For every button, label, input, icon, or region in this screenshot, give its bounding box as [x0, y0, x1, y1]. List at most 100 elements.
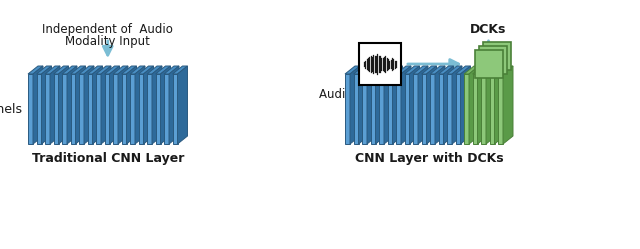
- Polygon shape: [396, 74, 401, 144]
- Polygon shape: [79, 66, 94, 74]
- Polygon shape: [447, 74, 452, 144]
- Polygon shape: [28, 74, 33, 144]
- Polygon shape: [362, 74, 367, 144]
- Polygon shape: [404, 66, 419, 74]
- FancyBboxPatch shape: [479, 46, 506, 74]
- Polygon shape: [45, 74, 50, 144]
- Polygon shape: [135, 66, 145, 144]
- Polygon shape: [464, 66, 479, 74]
- Text: DCKs: DCKs: [470, 23, 507, 36]
- Polygon shape: [76, 66, 86, 144]
- Polygon shape: [96, 74, 101, 144]
- Polygon shape: [438, 74, 444, 144]
- Text: kernels: kernels: [0, 103, 23, 116]
- Polygon shape: [358, 66, 369, 144]
- Polygon shape: [161, 66, 170, 144]
- Text: CNN Layer with DCKs: CNN Layer with DCKs: [355, 152, 503, 165]
- Polygon shape: [413, 74, 418, 144]
- Polygon shape: [88, 74, 93, 144]
- Polygon shape: [33, 66, 43, 144]
- Polygon shape: [164, 74, 169, 144]
- Polygon shape: [396, 66, 411, 74]
- Polygon shape: [127, 66, 136, 144]
- Polygon shape: [138, 74, 143, 144]
- Polygon shape: [379, 74, 384, 144]
- Polygon shape: [353, 74, 358, 144]
- FancyBboxPatch shape: [359, 43, 401, 85]
- Polygon shape: [367, 66, 377, 144]
- Polygon shape: [147, 66, 162, 74]
- Polygon shape: [62, 74, 67, 144]
- Polygon shape: [84, 66, 94, 144]
- Polygon shape: [392, 66, 403, 144]
- Polygon shape: [452, 66, 462, 144]
- Polygon shape: [472, 74, 477, 144]
- Polygon shape: [498, 66, 513, 74]
- Polygon shape: [387, 74, 392, 144]
- Polygon shape: [152, 66, 162, 144]
- Polygon shape: [461, 66, 470, 144]
- Polygon shape: [464, 74, 469, 144]
- Polygon shape: [477, 66, 488, 144]
- Polygon shape: [122, 74, 127, 144]
- Polygon shape: [104, 74, 109, 144]
- Polygon shape: [413, 66, 428, 74]
- Polygon shape: [54, 66, 68, 74]
- Polygon shape: [422, 74, 426, 144]
- Polygon shape: [118, 66, 128, 144]
- Polygon shape: [36, 66, 51, 74]
- Polygon shape: [28, 66, 43, 74]
- Polygon shape: [379, 66, 394, 74]
- Polygon shape: [70, 74, 76, 144]
- Polygon shape: [490, 74, 495, 144]
- Polygon shape: [430, 74, 435, 144]
- Polygon shape: [130, 66, 145, 74]
- Polygon shape: [42, 66, 51, 144]
- Polygon shape: [101, 66, 111, 144]
- Polygon shape: [456, 74, 461, 144]
- Polygon shape: [481, 74, 486, 144]
- Text: Independent of  Audio: Independent of Audio: [42, 23, 173, 36]
- Polygon shape: [88, 66, 102, 74]
- Polygon shape: [456, 66, 470, 74]
- FancyBboxPatch shape: [474, 50, 502, 78]
- Polygon shape: [376, 66, 385, 144]
- Polygon shape: [122, 66, 136, 74]
- Polygon shape: [444, 66, 454, 144]
- FancyBboxPatch shape: [483, 42, 511, 70]
- Polygon shape: [498, 74, 503, 144]
- Polygon shape: [426, 66, 436, 144]
- Polygon shape: [70, 66, 86, 74]
- Polygon shape: [62, 66, 77, 74]
- Text: Modality Input: Modality Input: [65, 35, 150, 48]
- Polygon shape: [156, 74, 161, 144]
- Polygon shape: [138, 66, 154, 74]
- Polygon shape: [495, 66, 504, 144]
- Polygon shape: [143, 66, 154, 144]
- Polygon shape: [173, 66, 188, 74]
- Text: Audio Modality Input: Audio Modality Input: [319, 88, 441, 101]
- Polygon shape: [435, 66, 445, 144]
- Polygon shape: [93, 66, 102, 144]
- Polygon shape: [362, 66, 377, 74]
- Polygon shape: [490, 66, 504, 74]
- Polygon shape: [96, 66, 111, 74]
- Polygon shape: [109, 66, 120, 144]
- Polygon shape: [422, 66, 436, 74]
- Polygon shape: [130, 74, 135, 144]
- Polygon shape: [430, 66, 445, 74]
- Polygon shape: [350, 66, 360, 144]
- Polygon shape: [177, 66, 188, 144]
- Polygon shape: [36, 74, 42, 144]
- Polygon shape: [387, 66, 403, 74]
- Polygon shape: [45, 66, 60, 74]
- Polygon shape: [345, 66, 360, 74]
- Polygon shape: [371, 74, 376, 144]
- Polygon shape: [164, 66, 179, 74]
- Polygon shape: [113, 74, 118, 144]
- Polygon shape: [481, 66, 496, 74]
- Polygon shape: [79, 74, 84, 144]
- Polygon shape: [410, 66, 419, 144]
- Polygon shape: [371, 66, 385, 74]
- Polygon shape: [384, 66, 394, 144]
